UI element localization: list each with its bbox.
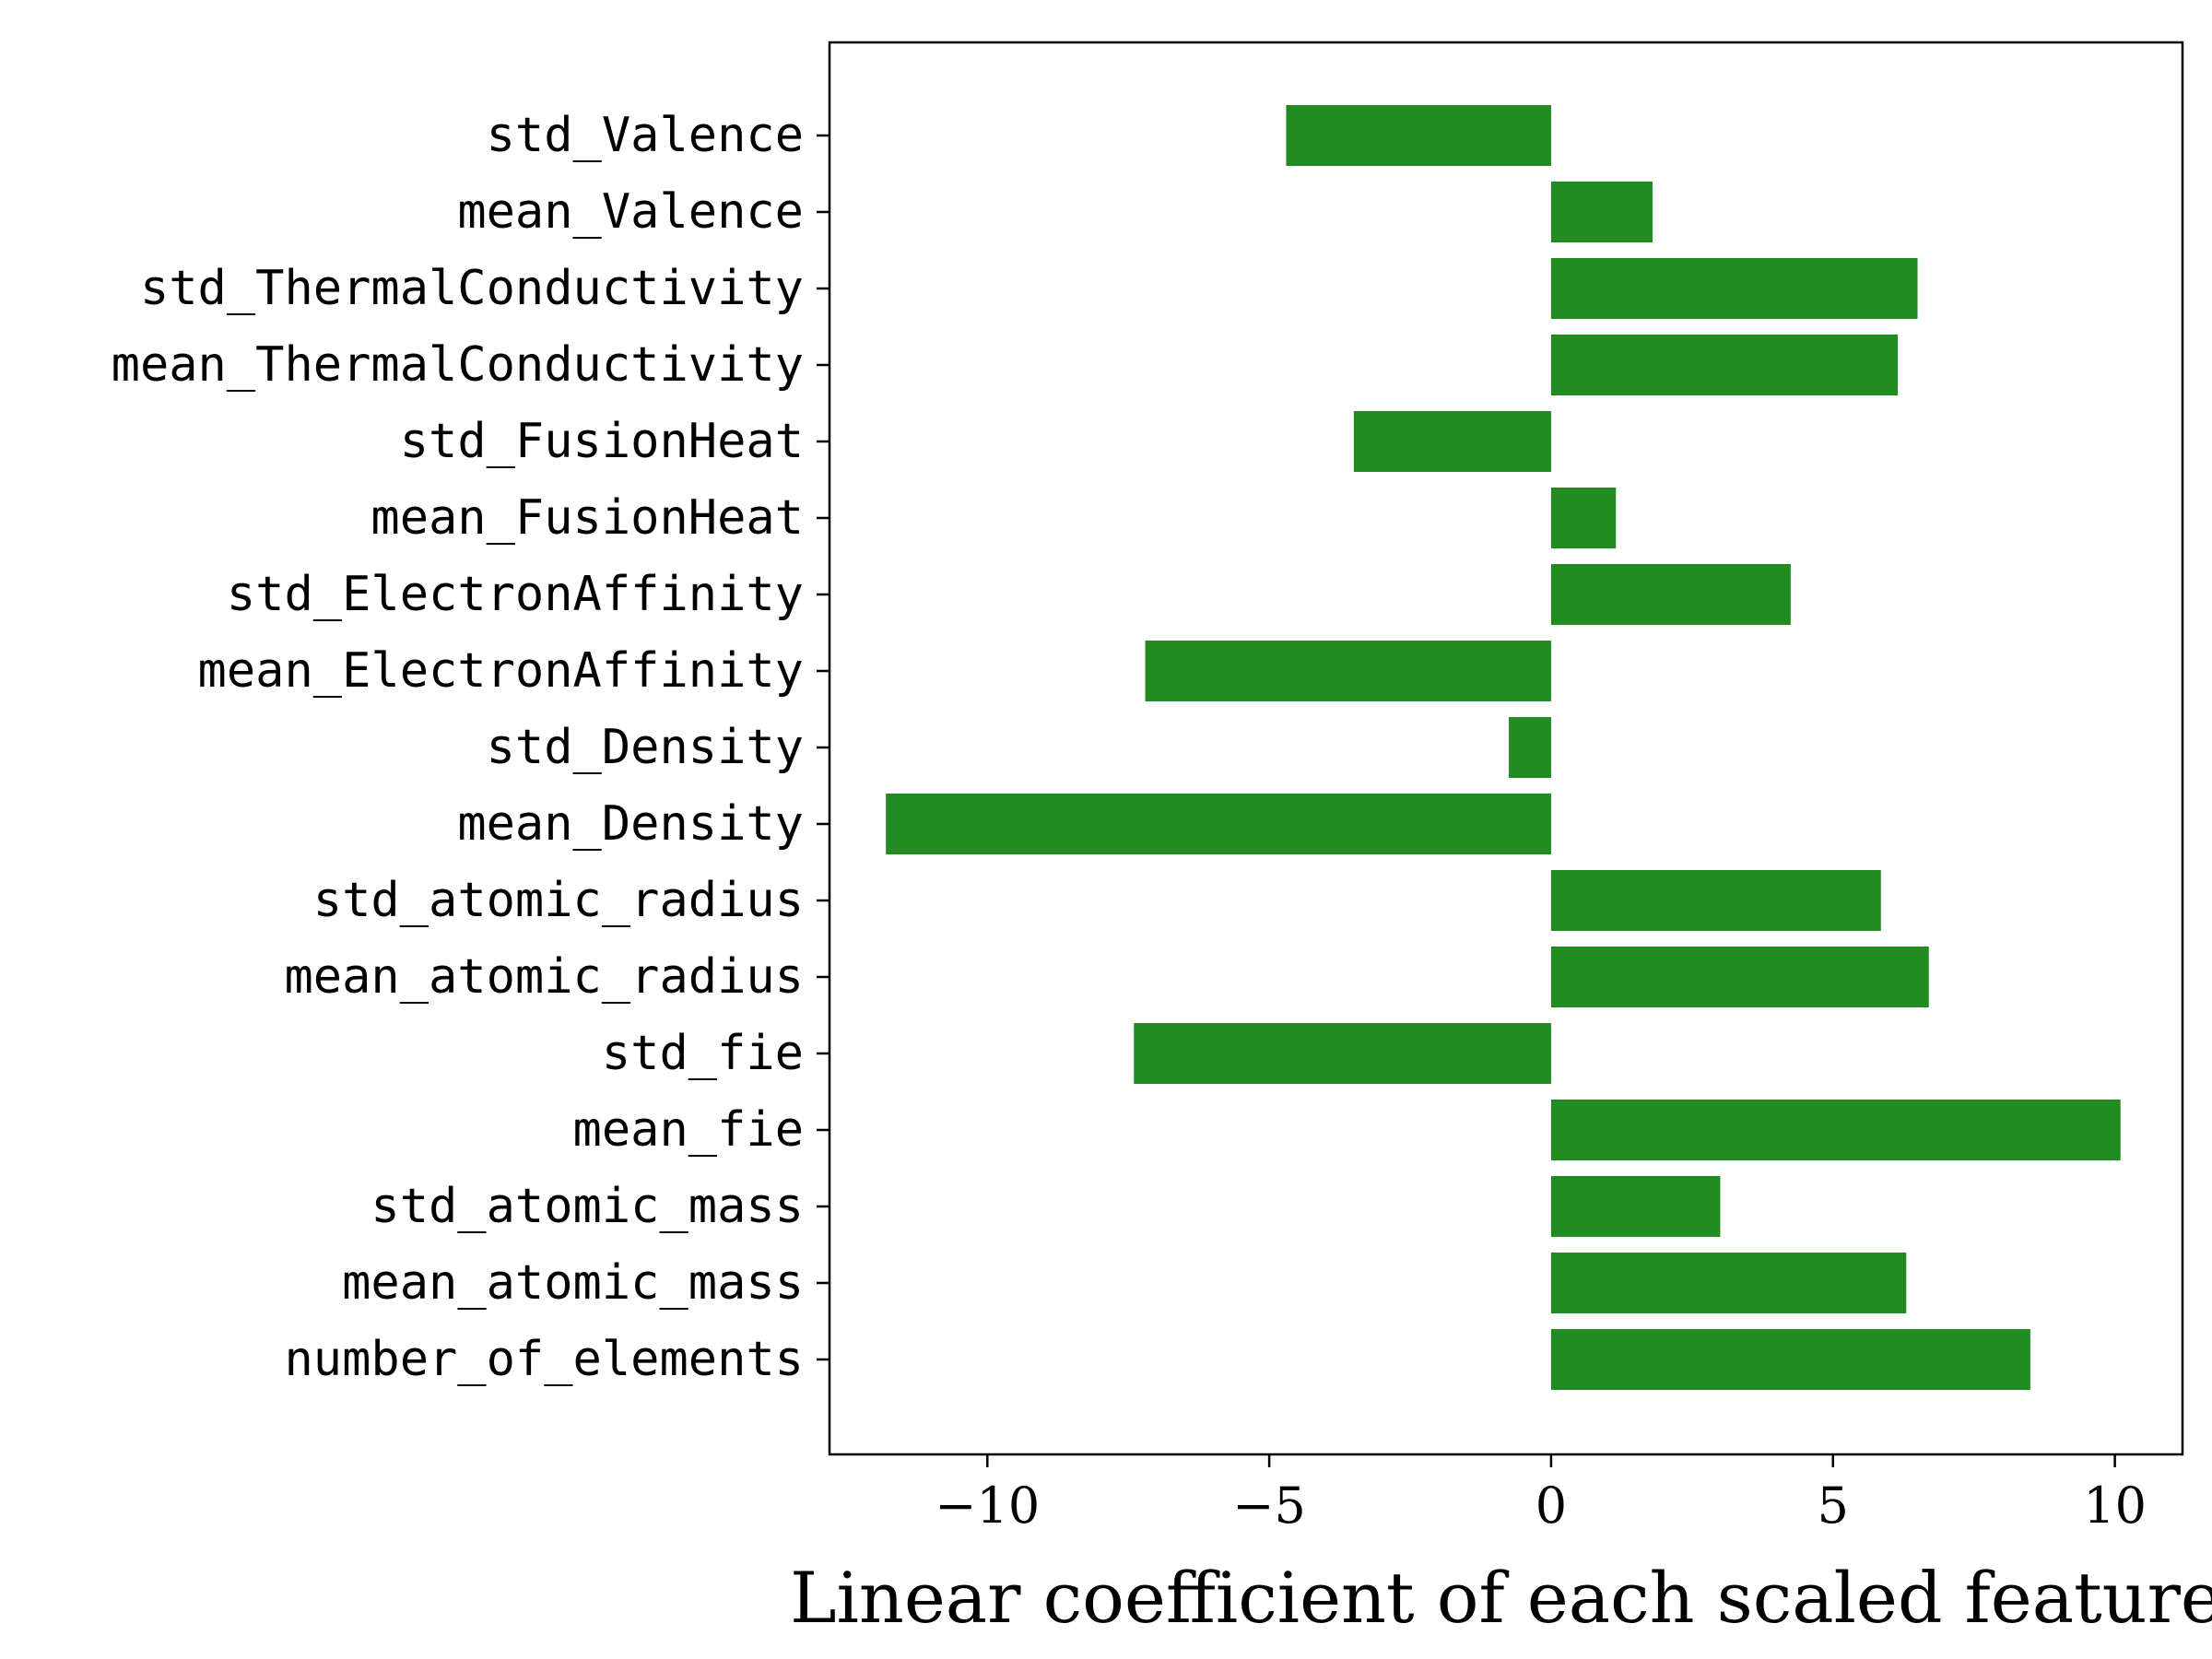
y-tick-label: std_Valence — [487, 108, 804, 163]
bars-group — [886, 105, 2121, 1390]
y-axis: number_of_elements mean_atomic_mass std_at… — [112, 108, 830, 1387]
x-tick-label: −10 — [935, 1477, 1040, 1535]
bar-std_ElectronAffinity — [1550, 564, 1791, 625]
bar-mean_atomic_radius — [1550, 947, 1929, 1007]
y-tick-label: mean_Valence — [457, 184, 804, 240]
bar-std_atomic_radius — [1550, 870, 1881, 931]
bar-std_atomic_mass — [1550, 1176, 1721, 1237]
y-tick-label: number_of_elements — [284, 1332, 804, 1387]
y-tick-label: std_atomic_radius — [313, 873, 804, 928]
y-tick-label: std_ElectronAffinity — [227, 567, 804, 622]
x-axis: −10 −5 0 5 10 — [935, 1454, 2147, 1535]
bar-std_Valence — [1286, 105, 1551, 166]
y-tick-label: std_Density — [487, 720, 804, 775]
x-tick-label: 0 — [1535, 1477, 1567, 1535]
bar-mean_Valence — [1550, 182, 1653, 242]
y-tick-label: std_FusionHeat — [400, 414, 804, 469]
x-tick-label: −5 — [1232, 1477, 1306, 1535]
bar-mean_atomic_mass — [1550, 1253, 1907, 1313]
y-tick-label: mean_atomic_mass — [342, 1255, 804, 1311]
bar-number_of_elements — [1550, 1329, 2030, 1390]
bar-mean_fie — [1550, 1100, 2121, 1160]
bar-std_FusionHeat — [1353, 411, 1551, 472]
y-tick-label: std_atomic_mass — [371, 1179, 804, 1234]
bar-mean_FusionHeat — [1550, 488, 1617, 548]
y-tick-label: mean_Density — [457, 796, 804, 852]
x-tick-label: 10 — [2083, 1477, 2147, 1535]
y-tick-label: std_ThermalConductivity — [140, 261, 804, 316]
x-tick-label: 5 — [1818, 1477, 1849, 1535]
y-tick-label: mean_FusionHeat — [371, 490, 804, 546]
y-tick-label: mean_fie — [573, 1102, 804, 1158]
y-tick-label: std_fie — [602, 1026, 804, 1081]
bar-mean_ThermalConductivity — [1550, 335, 1899, 395]
y-tick-label: mean_ThermalConductivity — [112, 337, 804, 393]
bar-mean_ElectronAffinity — [1145, 641, 1551, 701]
bar-std_ThermalConductivity — [1550, 258, 1918, 319]
x-axis-label: Linear coefficient of each scaled featur… — [790, 1557, 2212, 1639]
bar-mean_Density — [886, 794, 1551, 854]
bar-std_fie — [1134, 1023, 1551, 1084]
plot-frame — [828, 41, 2184, 1456]
y-tick-label: mean_atomic_radius — [284, 949, 804, 1005]
bar-std_Density — [1509, 717, 1551, 778]
y-tick-label: mean_ElectronAffinity — [198, 643, 804, 699]
